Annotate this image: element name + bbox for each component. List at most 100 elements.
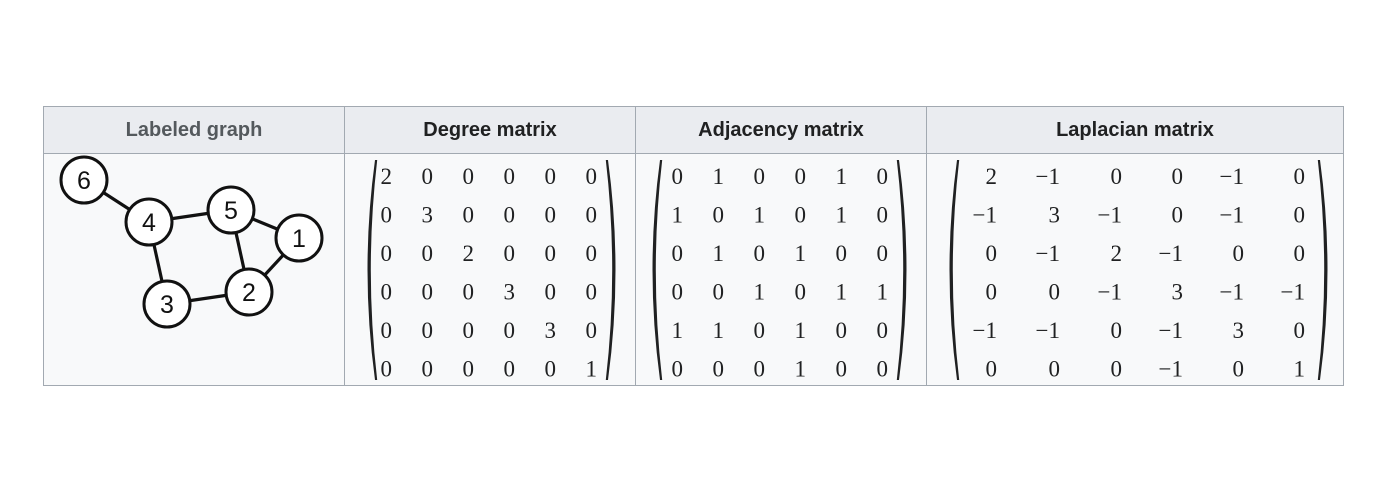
- adjacency_matrix-entry: 1: [754, 203, 766, 228]
- degree_matrix-entry: 0: [422, 280, 434, 305]
- degree_matrix-right-paren: [605, 160, 616, 380]
- graph-node-5: 5: [206, 185, 256, 235]
- header-labeled-graph: Labeled graph: [43, 106, 345, 154]
- laplacian_matrix-entry: 0: [1294, 164, 1306, 189]
- header-degree-matrix: Degree matrix: [344, 106, 636, 154]
- laplacian_matrix-entry: −1: [1036, 164, 1060, 189]
- laplacian_matrix-entry: −1: [1220, 164, 1244, 189]
- adjacency_matrix-entry: 0: [672, 164, 684, 189]
- laplacian_matrix-entry: −1: [1036, 318, 1060, 343]
- laplacian_matrix-entry: 0: [986, 357, 998, 382]
- adjacency_matrix-entry: 1: [713, 164, 725, 189]
- graph-node-3: 3: [142, 279, 192, 329]
- laplacian_matrix-entry: 0: [1172, 164, 1184, 189]
- adjacency_matrix-entry: 1: [795, 357, 807, 382]
- degree_matrix-entry: 0: [504, 203, 516, 228]
- adjacency_matrix-entry: 0: [836, 357, 848, 382]
- adjacency_matrix-entry: 0: [877, 164, 889, 189]
- degree_matrix-entry: 0: [422, 164, 434, 189]
- degree_matrix-entry: 0: [381, 203, 393, 228]
- laplacian_matrix-entry: −1: [1281, 280, 1305, 305]
- laplacian_matrix-right-paren: [1317, 160, 1328, 380]
- adjacency_matrix-entry: 0: [754, 318, 766, 343]
- laplacian_matrix-entry: −1: [1159, 318, 1183, 343]
- header-row: Labeled graph Degree matrix Adjacency ma…: [43, 106, 1344, 154]
- adjacency_matrix-entry: 0: [877, 318, 889, 343]
- adjacency_matrix-entry: 0: [795, 280, 807, 305]
- degree_matrix-entry: 0: [504, 357, 516, 382]
- laplacian_matrix-entry: 3: [1049, 203, 1061, 228]
- degree_matrix-entry: 0: [545, 164, 557, 189]
- laplacian_matrix-entry: −1: [1159, 357, 1183, 382]
- adjacency_matrix-entry: 1: [836, 280, 848, 305]
- adjacency_matrix-entry: 0: [836, 318, 848, 343]
- laplacian_matrix-entry: 0: [1294, 241, 1306, 266]
- laplacian_matrix-entry: −1: [1036, 241, 1060, 266]
- adjacency_matrix-entry: 1: [877, 280, 889, 305]
- degree_matrix-left-paren: [367, 160, 378, 380]
- graph-node-4: 4: [124, 197, 174, 247]
- degree_matrix-entry: 0: [586, 164, 598, 189]
- laplacian_matrix-entry: 0: [986, 241, 998, 266]
- laplacian_matrix-entry: −1: [973, 318, 997, 343]
- adjacency_matrix-entry: 1: [836, 203, 848, 228]
- degree_matrix-entry: 0: [381, 280, 393, 305]
- laplacian_matrix-entry: 0: [1294, 203, 1306, 228]
- graph-matrices-table: Labeled graph Degree matrix Adjacency ma…: [43, 106, 1344, 386]
- degree_matrix-entry: 0: [545, 280, 557, 305]
- laplacian-matrix: 2 −1 0 0 −1 0 −1 3 −1 0 −1 0 0 −1 2 −1 0 0 0 0 −1 3 −1 −1 −1 −1 0 −…: [949, 160, 1328, 382]
- graph-node-6: 6: [59, 155, 109, 205]
- laplacian_matrix-entry: 0: [1049, 357, 1061, 382]
- laplacian_matrix-entry: −1: [973, 203, 997, 228]
- adjacency_matrix-entry: 0: [713, 203, 725, 228]
- laplacian_matrix-entry: 3: [1172, 280, 1184, 305]
- degree_matrix-entry: 0: [586, 203, 598, 228]
- degree_matrix-entry: 0: [545, 203, 557, 228]
- degree-matrix-cell: 2 0 0 0 0 0 0 3 0 0 0 0 0 0 2 0 0 0 0 0 0 3 0 0 0 0 0 0 3 0 0 0 0 0 0 1: [344, 153, 636, 386]
- adjacency_matrix-entry: 0: [836, 241, 848, 266]
- degree_matrix-entry: 0: [422, 357, 434, 382]
- degree_matrix-entry: 0: [381, 357, 393, 382]
- laplacian-matrix-cell: 2 −1 0 0 −1 0 −1 3 −1 0 −1 0 0 −1 2 −1 0 0 0 0 −1 3 −1 −1 −1 −1 0 −…: [926, 153, 1344, 386]
- adjacency_matrix-entry: 0: [877, 357, 889, 382]
- adjacency_matrix-entry: 1: [836, 164, 848, 189]
- adjacency-matrix-cell: 0 1 0 0 1 0 1 0 1 0 1 0 0 1 0 1 0 0 0 0 1 0 1 1 1 1 0 1 0 0 0 0 0 1 0 0: [635, 153, 927, 386]
- adjacency_matrix-entry: 1: [713, 318, 725, 343]
- degree_matrix-entry: 0: [381, 318, 393, 343]
- graph-node-label: 3: [160, 291, 174, 319]
- degree_matrix-entry: 0: [381, 241, 393, 266]
- adjacency_matrix-entry: 0: [713, 357, 725, 382]
- adjacency_matrix-right-paren: [896, 160, 907, 380]
- graph-node-1: 1: [274, 213, 324, 263]
- laplacian_matrix-entry: −1: [1098, 280, 1122, 305]
- degree_matrix-entry: 0: [545, 241, 557, 266]
- degree_matrix-entry: 3: [422, 203, 434, 228]
- laplacian_matrix-entry: 2: [986, 164, 998, 189]
- adjacency_matrix-entry: 1: [672, 203, 684, 228]
- laplacian_matrix-entry: 3: [1233, 318, 1245, 343]
- laplacian_matrix-entry: 0: [986, 280, 998, 305]
- header-laplacian-matrix: Laplacian matrix: [926, 106, 1344, 154]
- adjacency_matrix-entry: 1: [713, 241, 725, 266]
- laplacian_matrix-entry: 0: [1172, 203, 1184, 228]
- laplacian_matrix-entry: 0: [1111, 164, 1123, 189]
- graph-cell: 6 4 5 1 3 2: [43, 153, 345, 386]
- laplacian_matrix-entry: 0: [1233, 241, 1245, 266]
- adjacency_matrix-entry: 0: [795, 164, 807, 189]
- laplacian_matrix-entry: −1: [1220, 203, 1244, 228]
- adjacency_matrix-entry: 0: [713, 280, 725, 305]
- graph-node-label: 2: [242, 279, 256, 307]
- laplacian_matrix-entry: 1: [1294, 357, 1306, 382]
- adjacency_matrix-entry: 0: [877, 203, 889, 228]
- laplacian_matrix-entry: 0: [1111, 318, 1123, 343]
- degree_matrix-entry: 0: [463, 280, 475, 305]
- laplacian_matrix-entry: −1: [1098, 203, 1122, 228]
- graph-node-label: 5: [224, 197, 238, 225]
- adjacency_matrix-entry: 1: [672, 318, 684, 343]
- adjacency_matrix-entry: 0: [672, 280, 684, 305]
- degree_matrix-entry: 0: [463, 203, 475, 228]
- adjacency-matrix: 0 1 0 0 1 0 1 0 1 0 1 0 0 1 0 1 0 0 0 0 1 0 1 1 1 1 0 1 0 0 0 0 0 1 0 0: [652, 160, 907, 382]
- degree_matrix-entry: 2: [381, 164, 393, 189]
- laplacian_matrix-left-paren: [949, 160, 960, 380]
